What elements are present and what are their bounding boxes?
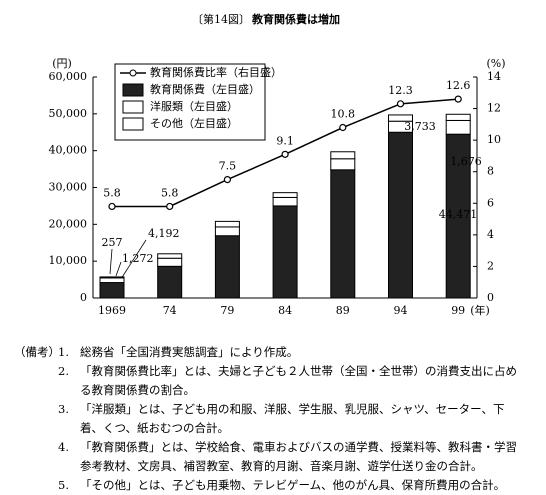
y2-tick-label: 8 <box>487 165 494 178</box>
x-tick-label: 79 <box>220 304 234 317</box>
data-label: 44,471 <box>439 208 478 221</box>
y2-tick-label: 4 <box>487 228 494 241</box>
y2-tick-label: 10 <box>487 133 501 146</box>
bar-segment <box>99 276 125 279</box>
bar-segment <box>214 220 240 228</box>
chart: 〔第14図〕 教育関係費は増加 (円) (%) 0 10,000 20,000 30,… <box>49 12 506 317</box>
page: 〔第14図〕 教育関係費は増加 (円) (%) 0 10,000 20,000 30,… <box>14 12 517 492</box>
y-tick-label: 60,000 <box>49 70 88 83</box>
legend-label: 教育関係費比率（右目盛） <box>150 65 282 79</box>
note-number: 4. <box>58 440 69 454</box>
bar-segment <box>99 282 125 299</box>
bar-segment <box>157 257 183 267</box>
data-label: 257 <box>102 236 123 249</box>
data-label: 5.8 <box>161 186 179 199</box>
bar-segment <box>157 265 183 299</box>
leader-line <box>109 248 113 275</box>
data-label: 5.8 <box>103 186 121 199</box>
data-label: 12.3 <box>388 84 413 97</box>
data-label: 9.1 <box>276 134 294 147</box>
bar-segment <box>157 253 183 259</box>
bar-segment <box>330 169 356 299</box>
y-tick-label: 50,000 <box>49 107 88 120</box>
bar-segment <box>272 192 298 198</box>
data-label: 1,676 <box>450 155 482 168</box>
data-label: 1,272 <box>122 252 154 265</box>
bar-segment <box>272 196 298 207</box>
note-text: 総務省「全国消費実態調査」により作成。 <box>80 345 299 359</box>
bar-segment <box>272 205 298 299</box>
bar-segment <box>445 119 471 135</box>
line-marker <box>166 202 174 211</box>
legend-label: 洋服類（左目盛） <box>150 99 238 113</box>
y2-tick-label: 6 <box>487 196 494 209</box>
bar-segment <box>445 113 471 121</box>
note-text: 「その他」とは、子ども用乗物、テレビゲーム、他のがん具、保育所費用の合計。 <box>80 478 506 492</box>
y2-tick-label: 0 <box>487 291 494 304</box>
line-marker <box>454 95 462 103</box>
y-tick-label: 10,000 <box>49 254 88 267</box>
x-tick-label: 74 <box>163 304 177 317</box>
y-axis-label: (円) <box>52 57 72 70</box>
bar-segment <box>445 133 471 299</box>
y2-axis-label: (%) <box>486 57 505 70</box>
x-tick-label: 94 <box>394 304 408 317</box>
data-label: 10.8 <box>331 108 356 121</box>
note-number: 5. <box>58 478 69 492</box>
bar-segment <box>388 114 413 122</box>
legend-label: 教育関係費（左目盛） <box>150 82 260 96</box>
note-text: 「教育関係費比率」とは、夫婦と子ども２人世帯（全国・全世帯）の消費支出に占める教… <box>80 364 517 397</box>
y2-tick-label: 12 <box>487 102 501 115</box>
line-marker <box>396 100 405 108</box>
legend-marker <box>129 69 137 77</box>
y-tick-label: 20,000 <box>49 217 88 230</box>
line-marker <box>223 176 231 184</box>
bar-segment <box>214 226 240 237</box>
note-number: 3. <box>58 402 69 416</box>
line-marker <box>108 202 116 211</box>
note-text: 「教育関係費」とは、学校給食、電車およびバスの通学費、授業料等、教科書・学習参考… <box>80 440 517 473</box>
data-label: 12.6 <box>446 79 471 92</box>
x-tick-label: 84 <box>278 304 292 317</box>
line-marker <box>339 123 347 132</box>
line-marker <box>281 150 289 158</box>
x-tick-label: 89 <box>336 304 350 317</box>
x-unit: (年) <box>470 303 490 317</box>
note-number: 2. <box>58 364 69 378</box>
bar-segment <box>330 151 356 160</box>
bar-segment <box>99 277 125 284</box>
y2-tick-label: 2 <box>487 259 494 272</box>
y-tick-label: 30,000 <box>49 181 88 194</box>
y2-tick-label: 14 <box>487 70 501 83</box>
bar-segment <box>214 235 240 299</box>
x-tick-label: 99 <box>451 304 465 317</box>
legend-swatch <box>122 83 144 97</box>
figure-label: 〔第14図〕 <box>192 12 250 26</box>
legend-label: その他（左目盛） <box>150 116 238 130</box>
y-tick-label: 40,000 <box>49 144 88 157</box>
bar-segment <box>388 131 413 299</box>
chart-title: 教育関係費は増加 <box>251 12 340 26</box>
note-text: 「洋服類」とは、子ども用の和服、洋服、学生服、乳児服、シャツ、セーター、下着、く… <box>80 402 505 435</box>
data-label: 3,733 <box>404 120 436 133</box>
note-number: 1. <box>58 345 69 359</box>
x-tick-label: 1969 <box>98 304 126 317</box>
leader-line <box>118 239 147 283</box>
legend-swatch <box>122 117 144 131</box>
data-label: 7.5 <box>219 160 237 173</box>
data-label: 4,192 <box>148 227 180 240</box>
legend-swatch <box>122 100 144 114</box>
y-tick-label: 0 <box>80 291 87 304</box>
leader-line <box>115 261 122 277</box>
bar-segment <box>330 158 356 171</box>
notes-label: （備考） <box>14 345 60 359</box>
